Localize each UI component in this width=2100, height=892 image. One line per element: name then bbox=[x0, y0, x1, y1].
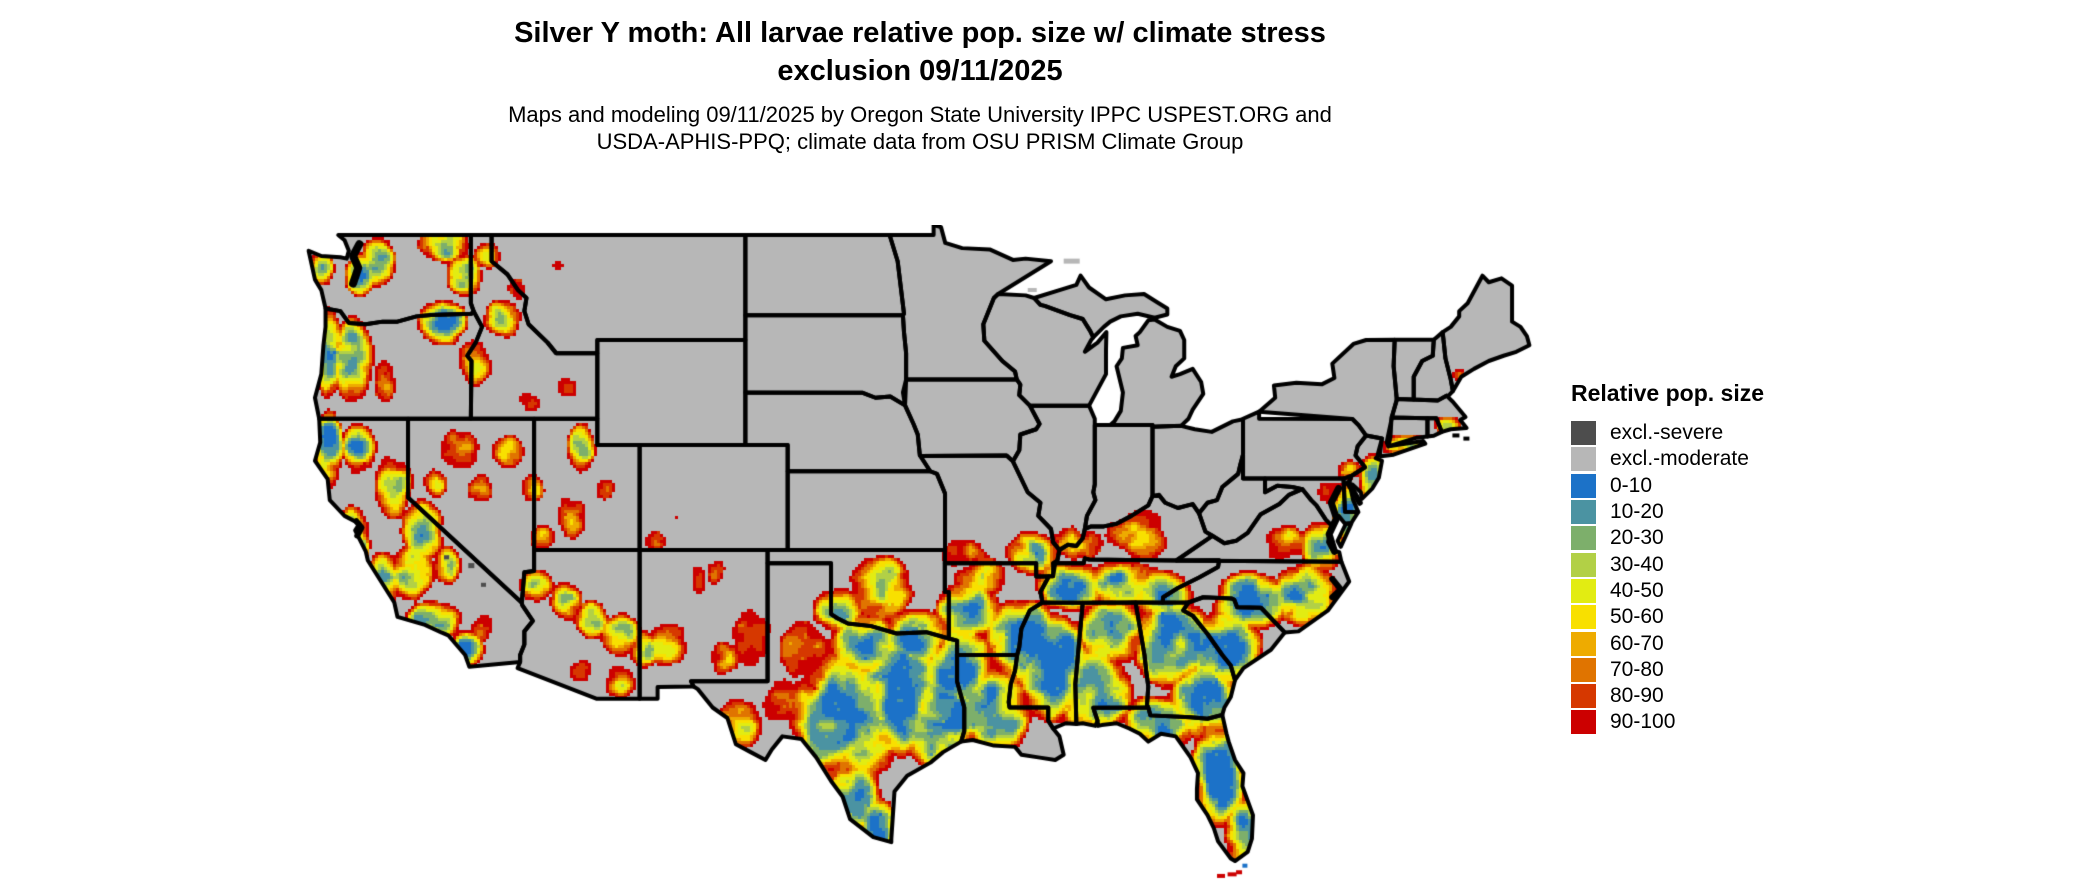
legend-item: 0-10 bbox=[1571, 473, 1764, 499]
legend-swatch bbox=[1571, 526, 1596, 551]
map-title-line1: Silver Y moth: All larvae relative pop. … bbox=[514, 17, 1326, 49]
legend-label: 60-70 bbox=[1610, 631, 1664, 655]
legend-items: excl.-severe excl.-moderate 0-10 10-20 20-30… bbox=[1571, 420, 1764, 736]
us-map-canvas bbox=[300, 225, 1550, 889]
legend-item: 60-70 bbox=[1571, 630, 1764, 656]
legend-swatch bbox=[1571, 684, 1596, 709]
map-subtitle-line2: USDA-APHIS-PPQ; climate data from OSU PR… bbox=[596, 129, 1244, 154]
legend: Relative pop. size excl.-severe excl.-mod… bbox=[1571, 380, 1764, 736]
map-title: Silver Y moth: All larvae relative pop. … bbox=[0, 14, 1840, 90]
legend-label: 70-80 bbox=[1610, 657, 1664, 681]
legend-label: excl.-moderate bbox=[1610, 447, 1749, 471]
legend-swatch bbox=[1571, 447, 1596, 472]
map-title-line2: exclusion 09/11/2025 bbox=[777, 55, 1063, 87]
legend-label: 50-60 bbox=[1610, 605, 1664, 629]
legend-item: 90-100 bbox=[1571, 709, 1764, 735]
legend-swatch bbox=[1571, 473, 1596, 498]
legend-swatch bbox=[1571, 421, 1596, 446]
legend-swatch bbox=[1571, 552, 1596, 577]
legend-swatch bbox=[1571, 578, 1596, 603]
legend-label: 90-100 bbox=[1610, 710, 1676, 734]
legend-item: excl.-moderate bbox=[1571, 446, 1764, 472]
legend-swatch bbox=[1571, 710, 1596, 735]
map-subtitle-line1: Maps and modeling 09/11/2025 by Oregon S… bbox=[508, 102, 1332, 127]
legend-label: 30-40 bbox=[1610, 552, 1664, 576]
legend-label: 40-50 bbox=[1610, 578, 1664, 602]
legend-swatch bbox=[1571, 631, 1596, 656]
legend-swatch bbox=[1571, 657, 1596, 682]
legend-title: Relative pop. size bbox=[1571, 380, 1765, 406]
legend-item: 30-40 bbox=[1571, 551, 1764, 577]
legend-item: 20-30 bbox=[1571, 525, 1764, 551]
us-map bbox=[300, 225, 1550, 889]
legend-item: 50-60 bbox=[1571, 604, 1764, 630]
legend-label: 20-30 bbox=[1610, 526, 1664, 550]
legend-item: 80-90 bbox=[1571, 683, 1764, 709]
legend-swatch bbox=[1571, 605, 1596, 630]
legend-item: 10-20 bbox=[1571, 499, 1764, 525]
legend-swatch bbox=[1571, 500, 1596, 525]
legend-item: 40-50 bbox=[1571, 578, 1764, 604]
legend-item: excl.-severe bbox=[1571, 420, 1764, 446]
header: Silver Y moth: All larvae relative pop. … bbox=[0, 14, 1840, 155]
legend-item: 70-80 bbox=[1571, 657, 1764, 683]
legend-label: excl.-severe bbox=[1610, 421, 1724, 445]
legend-label: 10-20 bbox=[1610, 500, 1664, 524]
map-subtitle: Maps and modeling 09/11/2025 by Oregon S… bbox=[0, 101, 1840, 155]
legend-label: 0-10 bbox=[1610, 473, 1653, 497]
legend-label: 80-90 bbox=[1610, 684, 1664, 708]
